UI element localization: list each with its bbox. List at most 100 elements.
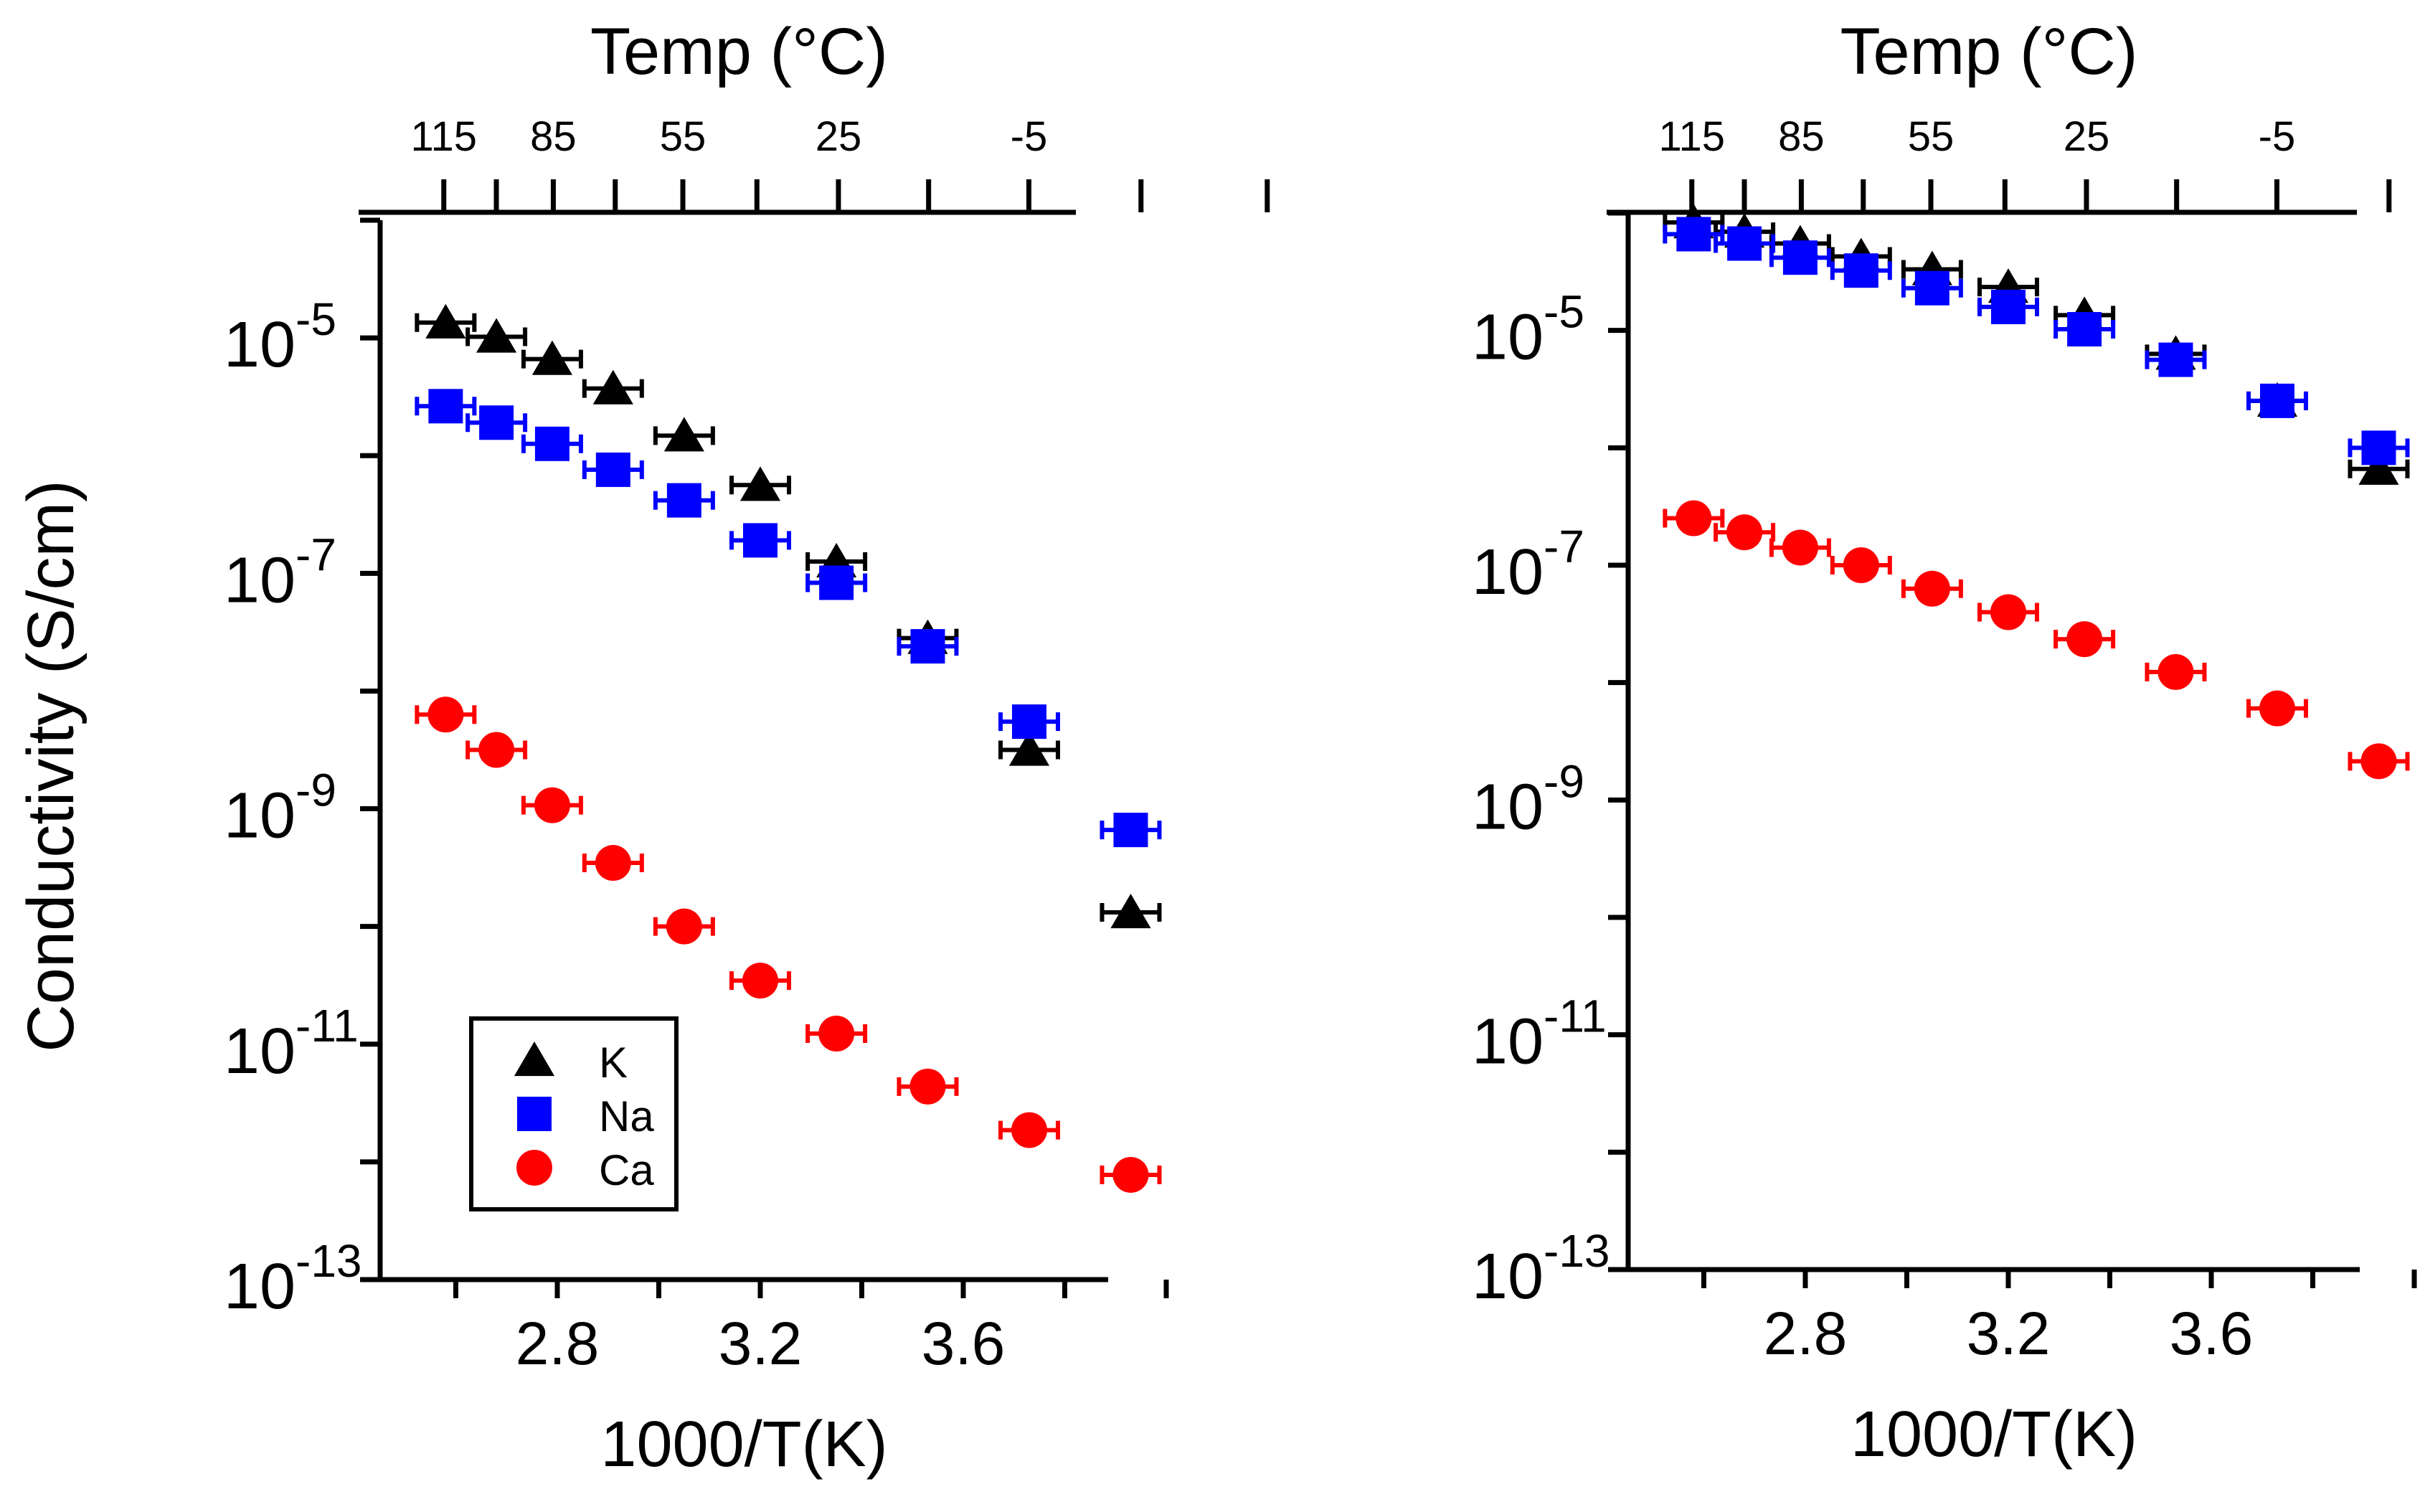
y-tick-label-exponent: -9: [296, 765, 336, 816]
data-point-k: [1008, 731, 1050, 766]
y-tick-label-mantissa: 10: [224, 1251, 296, 1323]
data-point-ca: [534, 787, 570, 823]
x-tick-label: 3.2: [1967, 1300, 2051, 1367]
legend-marker-k: [514, 1041, 555, 1077]
x-tick-label: 3.6: [922, 1310, 1006, 1377]
legend-box: [469, 1016, 679, 1211]
data-point-ca: [1782, 529, 1818, 566]
data-point-ca: [2360, 743, 2397, 780]
series-ca: [1663, 500, 2410, 780]
data-point-na: [595, 452, 630, 487]
y-tick-label-exponent: -5: [296, 293, 336, 345]
top-axis-title: Temp (°C): [590, 15, 888, 88]
top-tick-label: 85: [530, 113, 577, 160]
y-tick-label-exponent: -5: [1544, 286, 1584, 338]
y-tick-label-mantissa: 10: [1472, 1241, 1544, 1313]
top-tick-label: -5: [2259, 113, 2296, 160]
data-point-na: [1727, 226, 1762, 261]
x-tick-label: 3.2: [719, 1310, 803, 1377]
data-point-na: [1914, 270, 1949, 306]
top-tick-label: 55: [660, 113, 706, 160]
legend-marker-ca: [516, 1150, 552, 1186]
x-tick-label: 3.6: [2170, 1300, 2254, 1367]
data-point-ca: [1675, 500, 1712, 537]
data-point-na: [1113, 813, 1148, 848]
y-tick-label-exponent: -7: [296, 529, 336, 580]
x-tick-label: 2.8: [1764, 1300, 1848, 1367]
data-point-k: [663, 417, 704, 452]
data-point-ca: [427, 696, 464, 733]
data-point-k: [2358, 450, 2399, 485]
data-point-ca: [1112, 1156, 1149, 1193]
data-point-na: [910, 629, 945, 664]
top-tick-label: 25: [816, 113, 862, 160]
data-point-ca: [1843, 547, 1879, 583]
y-axis-label: Conductivity (S/cm): [14, 480, 88, 1052]
data-point-na: [666, 483, 701, 518]
data-point-k: [592, 369, 633, 405]
data-point-na: [2361, 430, 2396, 466]
shared-y-label: Conductivity (S/cm): [14, 480, 88, 1052]
data-point-k: [425, 303, 466, 339]
data-point-k: [531, 340, 573, 375]
top-tick-label: -5: [1011, 113, 1048, 160]
top-tick-label: 85: [1778, 113, 1825, 160]
data-point-na: [479, 405, 514, 440]
y-tick-label-mantissa: 10: [1472, 302, 1544, 374]
y-tick-label-exponent: -7: [1544, 521, 1584, 572]
data-point-na: [1843, 253, 1878, 288]
x-axis-title: 1000/T(K): [600, 1409, 887, 1480]
data-point-na: [1782, 240, 1818, 275]
y-tick-label-mantissa: 10: [224, 1016, 296, 1087]
y-tick-label-exponent: -9: [1544, 755, 1584, 807]
data-point-ca: [595, 845, 631, 882]
data-point-na: [819, 565, 854, 600]
y-tick-label-mantissa: 10: [1472, 1006, 1544, 1078]
data-point-ca: [818, 1016, 855, 1052]
data-point-na: [1991, 289, 2026, 324]
y-tick-label-mantissa: 10: [1472, 537, 1544, 608]
data-point-ca: [2066, 621, 2103, 658]
data-point-na: [2259, 383, 2294, 418]
data-point-ca: [1011, 1112, 1047, 1148]
data-point-ca: [666, 908, 702, 945]
data-point-na: [428, 389, 463, 424]
series-k: [415, 303, 1162, 929]
data-point-ca: [742, 963, 778, 999]
data-point-k: [739, 466, 781, 501]
top-tick-label: 115: [1659, 113, 1725, 160]
x-axis-title: 1000/T(K): [1851, 1399, 2137, 1470]
x-tick-label: 2.8: [516, 1310, 600, 1377]
y-tick-label-mantissa: 10: [224, 309, 296, 381]
data-point-ca: [1914, 570, 1950, 607]
data-point-na: [1011, 704, 1046, 740]
legend: K Na Ca: [469, 1016, 679, 1211]
legend-marker-na: [517, 1097, 552, 1131]
series-k: [1663, 204, 2410, 485]
series-na: [1663, 217, 2410, 466]
top-axis-title: Temp (°C): [1840, 15, 2137, 88]
data-point-na: [2158, 342, 2193, 377]
data-point-ca: [478, 732, 515, 768]
data-point-na: [2067, 312, 2102, 347]
series-na: [415, 389, 1162, 848]
data-point-na: [743, 523, 777, 558]
top-tick-label: 25: [2064, 113, 2110, 160]
data-point-k: [476, 318, 517, 353]
data-point-ca: [2157, 653, 2194, 690]
legend-label: K: [599, 1039, 628, 1087]
y-tick-label-exponent: -11: [296, 1000, 359, 1052]
series-ca: [415, 696, 1162, 1193]
top-tick-label: 55: [1908, 113, 1955, 160]
legend-label: Na: [599, 1092, 654, 1140]
y-tick-label-exponent: -11: [1544, 991, 1607, 1042]
y-tick-label-mantissa: 10: [224, 780, 296, 852]
y-tick-label-mantissa: 10: [224, 544, 296, 616]
y-tick-label-exponent: -13: [296, 1235, 362, 1287]
data-point-k: [1110, 893, 1151, 929]
data-point-ca: [2259, 690, 2295, 727]
legend-label: Ca: [599, 1146, 654, 1194]
